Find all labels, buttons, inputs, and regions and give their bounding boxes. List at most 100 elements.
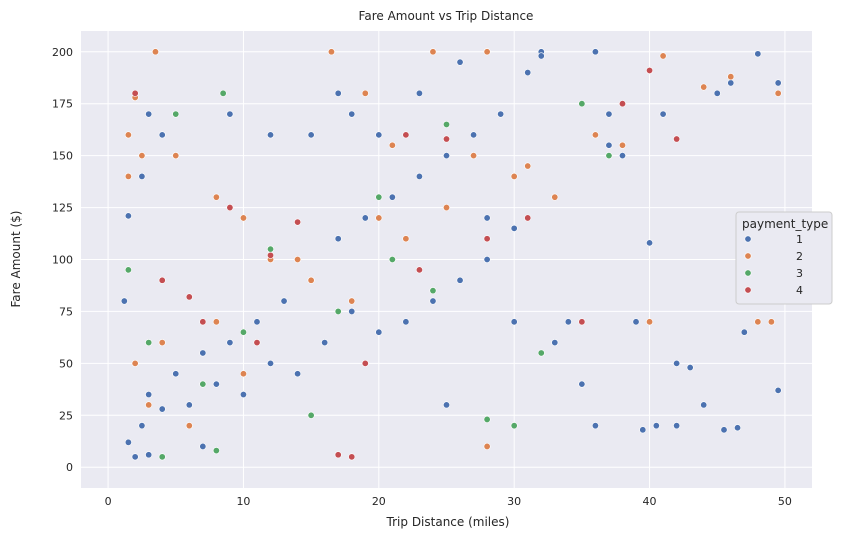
data-point-type-1	[510, 224, 518, 232]
x-tick-label: 20	[372, 495, 386, 508]
y-tick-label: 125	[52, 202, 73, 215]
data-point-type-3	[158, 453, 166, 461]
data-point-type-1	[442, 401, 450, 409]
data-point-type-3	[307, 411, 315, 419]
data-point-type-4	[673, 135, 681, 143]
data-point-type-3	[124, 266, 132, 274]
data-point-type-1	[652, 422, 660, 430]
data-point-type-3	[199, 380, 207, 388]
data-point-type-1	[145, 391, 153, 399]
data-point-type-2	[754, 318, 762, 326]
data-point-type-4	[442, 135, 450, 143]
data-point-type-2	[524, 162, 532, 170]
data-point-type-1	[334, 89, 342, 97]
data-point-type-2	[646, 318, 654, 326]
data-point-type-2	[172, 152, 180, 160]
data-point-type-4	[226, 204, 234, 212]
data-point-type-1	[727, 79, 735, 87]
data-point-type-1	[537, 52, 545, 60]
legend-label-4: 4	[796, 284, 803, 297]
x-tick-labels: 0 10 20 30 40 50	[105, 495, 792, 508]
data-point-type-2	[361, 89, 369, 97]
data-point-type-1	[429, 297, 437, 305]
data-point-type-1	[673, 359, 681, 367]
data-point-type-1	[212, 380, 220, 388]
data-point-type-2	[375, 214, 383, 222]
data-point-type-1	[510, 318, 518, 326]
data-point-type-1	[199, 349, 207, 357]
data-point-type-3	[429, 287, 437, 295]
data-point-type-1	[497, 110, 505, 118]
data-point-type-1	[734, 424, 742, 432]
x-tick-label: 0	[105, 495, 112, 508]
data-point-type-2	[158, 339, 166, 347]
legend-marker-3	[744, 269, 752, 277]
legend-label-1: 1	[796, 233, 803, 246]
y-tick-label: 75	[59, 305, 73, 318]
data-point-type-2	[659, 52, 667, 60]
data-point-type-1	[713, 89, 721, 97]
data-point-type-1	[158, 131, 166, 139]
data-point-type-1	[402, 318, 410, 326]
data-point-type-1	[551, 339, 559, 347]
data-point-type-2	[483, 48, 491, 56]
x-tick-label: 50	[778, 495, 792, 508]
data-point-type-3	[375, 193, 383, 201]
data-point-type-2	[402, 235, 410, 243]
data-point-type-1	[294, 370, 302, 378]
data-point-type-1	[591, 48, 599, 56]
data-point-type-2	[239, 214, 247, 222]
data-point-type-3	[537, 349, 545, 357]
data-point-type-1	[673, 422, 681, 430]
data-point-type-2	[131, 359, 139, 367]
data-point-type-4	[483, 235, 491, 243]
y-tick-label: 25	[59, 409, 73, 422]
data-point-type-1	[639, 426, 647, 434]
data-point-type-1	[226, 339, 234, 347]
data-point-type-1	[740, 328, 748, 336]
data-point-type-1	[131, 453, 139, 461]
data-point-type-3	[442, 120, 450, 128]
data-point-type-2	[327, 48, 335, 56]
data-point-type-1	[578, 380, 586, 388]
data-point-type-2	[124, 131, 132, 139]
data-point-type-1	[138, 422, 146, 430]
data-point-type-3	[334, 307, 342, 315]
y-tick-label: 0	[66, 461, 73, 474]
legend-marker-1	[744, 235, 752, 243]
data-point-type-1	[138, 172, 146, 180]
legend-label-3: 3	[796, 267, 803, 280]
data-point-type-1	[605, 141, 613, 149]
grid-lines	[81, 31, 812, 488]
data-point-type-4	[199, 318, 207, 326]
data-point-type-4	[578, 318, 586, 326]
data-point-type-2	[145, 401, 153, 409]
data-points	[120, 48, 782, 461]
data-point-type-1	[605, 110, 613, 118]
data-point-type-1	[158, 405, 166, 413]
data-point-type-2	[727, 73, 735, 81]
data-point-type-1	[124, 438, 132, 446]
y-tick-label: 50	[59, 357, 73, 370]
data-point-type-1	[388, 193, 396, 201]
data-point-type-1	[483, 255, 491, 263]
data-point-type-1	[442, 152, 450, 160]
x-axis-label: Trip Distance (miles)	[386, 515, 510, 529]
data-point-type-1	[754, 50, 762, 58]
data-point-type-3	[172, 110, 180, 118]
data-point-type-1	[267, 131, 275, 139]
data-point-type-1	[375, 328, 383, 336]
y-tick-label: 200	[52, 46, 73, 59]
data-point-type-1	[456, 58, 464, 66]
data-point-type-4	[646, 66, 654, 74]
data-point-type-3	[483, 415, 491, 423]
data-point-type-4	[158, 276, 166, 284]
data-point-type-2	[767, 318, 775, 326]
data-point-type-4	[618, 100, 626, 108]
data-point-type-1	[307, 131, 315, 139]
data-point-type-1	[321, 339, 329, 347]
data-point-type-1	[280, 297, 288, 305]
data-point-type-2	[348, 297, 356, 305]
data-point-type-1	[239, 391, 247, 399]
